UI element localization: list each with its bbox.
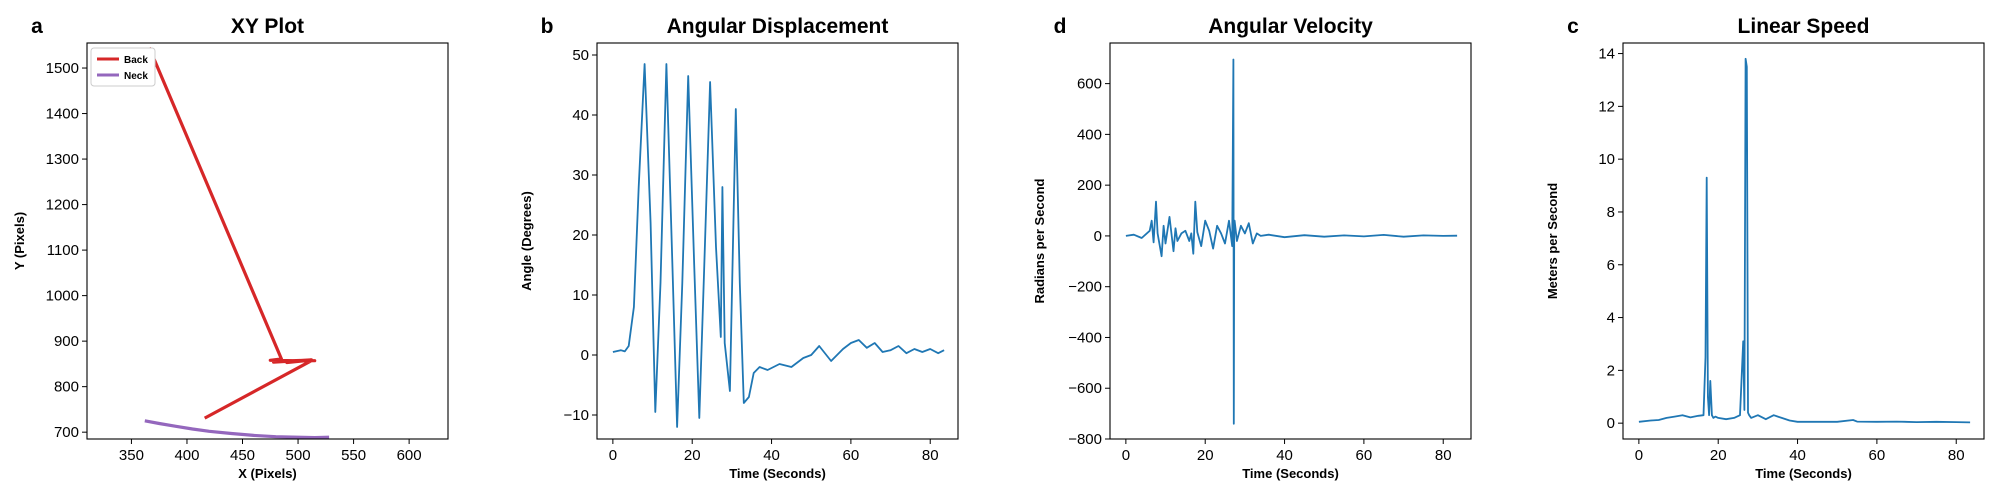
y-tick-label: 600	[1077, 76, 1102, 93]
x-tick-label: 0	[1635, 447, 1643, 464]
x-tick-label: 40	[1276, 447, 1293, 464]
series-line-0	[1638, 57, 1971, 424]
y-tick-label: 8	[1607, 204, 1615, 221]
y-tick-label: 0	[1094, 228, 1102, 245]
panel-label: d	[1054, 15, 1067, 38]
x-tick-label: 20	[1197, 447, 1214, 464]
y-tick-label: 1100	[47, 242, 79, 259]
series-line-back	[147, 46, 317, 420]
x-tick-label: 80	[1948, 447, 1965, 464]
y-tick-label: 900	[54, 333, 79, 350]
x-tick-label: 80	[1435, 447, 1452, 464]
y-tick-label: 700	[54, 424, 79, 441]
y-tick-label: 4	[1607, 310, 1615, 327]
y-tick-label: 20	[572, 227, 589, 244]
x-tick-label: 400	[174, 447, 199, 464]
x-tick-label: 0	[1122, 447, 1130, 464]
y-tick-label: 2	[1607, 362, 1615, 379]
legend-label: Neck	[124, 71, 148, 82]
plot-area	[144, 46, 330, 439]
y-tick-label: 800	[54, 379, 79, 396]
y-tick-label: 10	[572, 287, 589, 304]
x-axis-label: Time (Seconds)	[1755, 466, 1852, 481]
x-tick-label: 450	[230, 447, 255, 464]
legend: Back Neck	[90, 47, 156, 87]
plot-frame	[1622, 42, 1985, 440]
x-tick-label: 40	[763, 447, 780, 464]
y-tick-label: 200	[1077, 177, 1102, 194]
y-tick-label: 14	[1598, 46, 1615, 63]
plot-frame	[596, 42, 959, 440]
x-axis-label: Time (Seconds)	[1242, 466, 1339, 481]
y-tick-label: 400	[1077, 126, 1102, 143]
panel-angular-velocity: 0 20 40 60 80 −800 −600 −400 −200 0 200 400 600 Angul…	[1032, 15, 1472, 481]
y-tick-label: −200	[1068, 279, 1102, 296]
y-tick-label: −400	[1068, 329, 1102, 346]
x-tick-label: 60	[1356, 447, 1373, 464]
chart-title: Angular Velocity	[1208, 15, 1373, 38]
y-tick-label: 50	[572, 47, 589, 64]
x-tick-label: 60	[843, 447, 860, 464]
y-tick-label: 40	[572, 107, 589, 124]
y-tick-label: 1400	[46, 106, 79, 123]
x-tick-label: 0	[609, 447, 617, 464]
x-tick-label: 500	[286, 447, 311, 464]
x-axis-label: X (Pixels)	[238, 466, 297, 481]
x-tick-label: 350	[119, 447, 144, 464]
plot-frame	[86, 42, 449, 440]
y-axis-label: Angle (Degrees)	[519, 191, 534, 291]
plot-frame	[1109, 42, 1472, 440]
series-line-0	[1125, 58, 1458, 425]
legend-label: Back	[124, 55, 148, 66]
panel-linear-speed: 0 20 40 60 80 0 2 4 6 8 10 12 14 Linear Speed c Time (S…	[1545, 15, 1985, 481]
y-axis-label: Y (Pixels)	[12, 212, 27, 270]
panel-label: a	[31, 15, 43, 38]
panel-xy-plot: 350 400 450 500 550 600 700 800 900 1000 1100 1200 1…	[12, 15, 449, 481]
y-tick-label: 10	[1598, 151, 1615, 168]
y-axis-label: Meters per Second	[1545, 183, 1560, 299]
chart-title: Angular Displacement	[667, 15, 889, 38]
x-tick-label: 20	[1710, 447, 1727, 464]
y-tick-label: 1500	[46, 60, 79, 77]
y-tick-label: 12	[1598, 98, 1615, 115]
plot-area	[1125, 58, 1458, 425]
y-tick-label: −800	[1068, 431, 1102, 448]
plot-area	[1638, 57, 1971, 424]
y-tick-label: 1000	[46, 288, 79, 305]
chart-title: Linear Speed	[1738, 15, 1870, 38]
y-tick-label: 0	[1607, 415, 1615, 432]
chart-title: XY Plot	[231, 15, 304, 38]
y-tick-label: 1300	[46, 151, 79, 168]
y-tick-label: −600	[1068, 380, 1102, 397]
x-tick-label: 20	[684, 447, 701, 464]
series-line-neck	[144, 419, 330, 439]
x-tick-label: 60	[1869, 447, 1886, 464]
x-tick-label: 550	[341, 447, 366, 464]
y-axis-label: Radians per Second	[1032, 178, 1047, 303]
y-tick-label: 30	[572, 167, 589, 184]
y-tick-label: 6	[1607, 257, 1615, 274]
panel-label: c	[1567, 15, 1579, 38]
panel-angular-displacement: 0 20 40 60 80 −10 0 10 20 30 40 50 Angular Displacem…	[519, 15, 959, 481]
y-tick-label: −10	[564, 407, 589, 424]
y-tick-label: 0	[581, 347, 589, 364]
y-tick-label: 1200	[46, 197, 79, 214]
x-axis-label: Time (Seconds)	[729, 466, 826, 481]
plot-area	[612, 63, 945, 428]
series-line-0	[612, 63, 945, 428]
x-tick-label: 80	[922, 447, 939, 464]
x-tick-label: 40	[1789, 447, 1806, 464]
panel-label: b	[541, 15, 554, 38]
x-tick-label: 600	[397, 447, 422, 464]
